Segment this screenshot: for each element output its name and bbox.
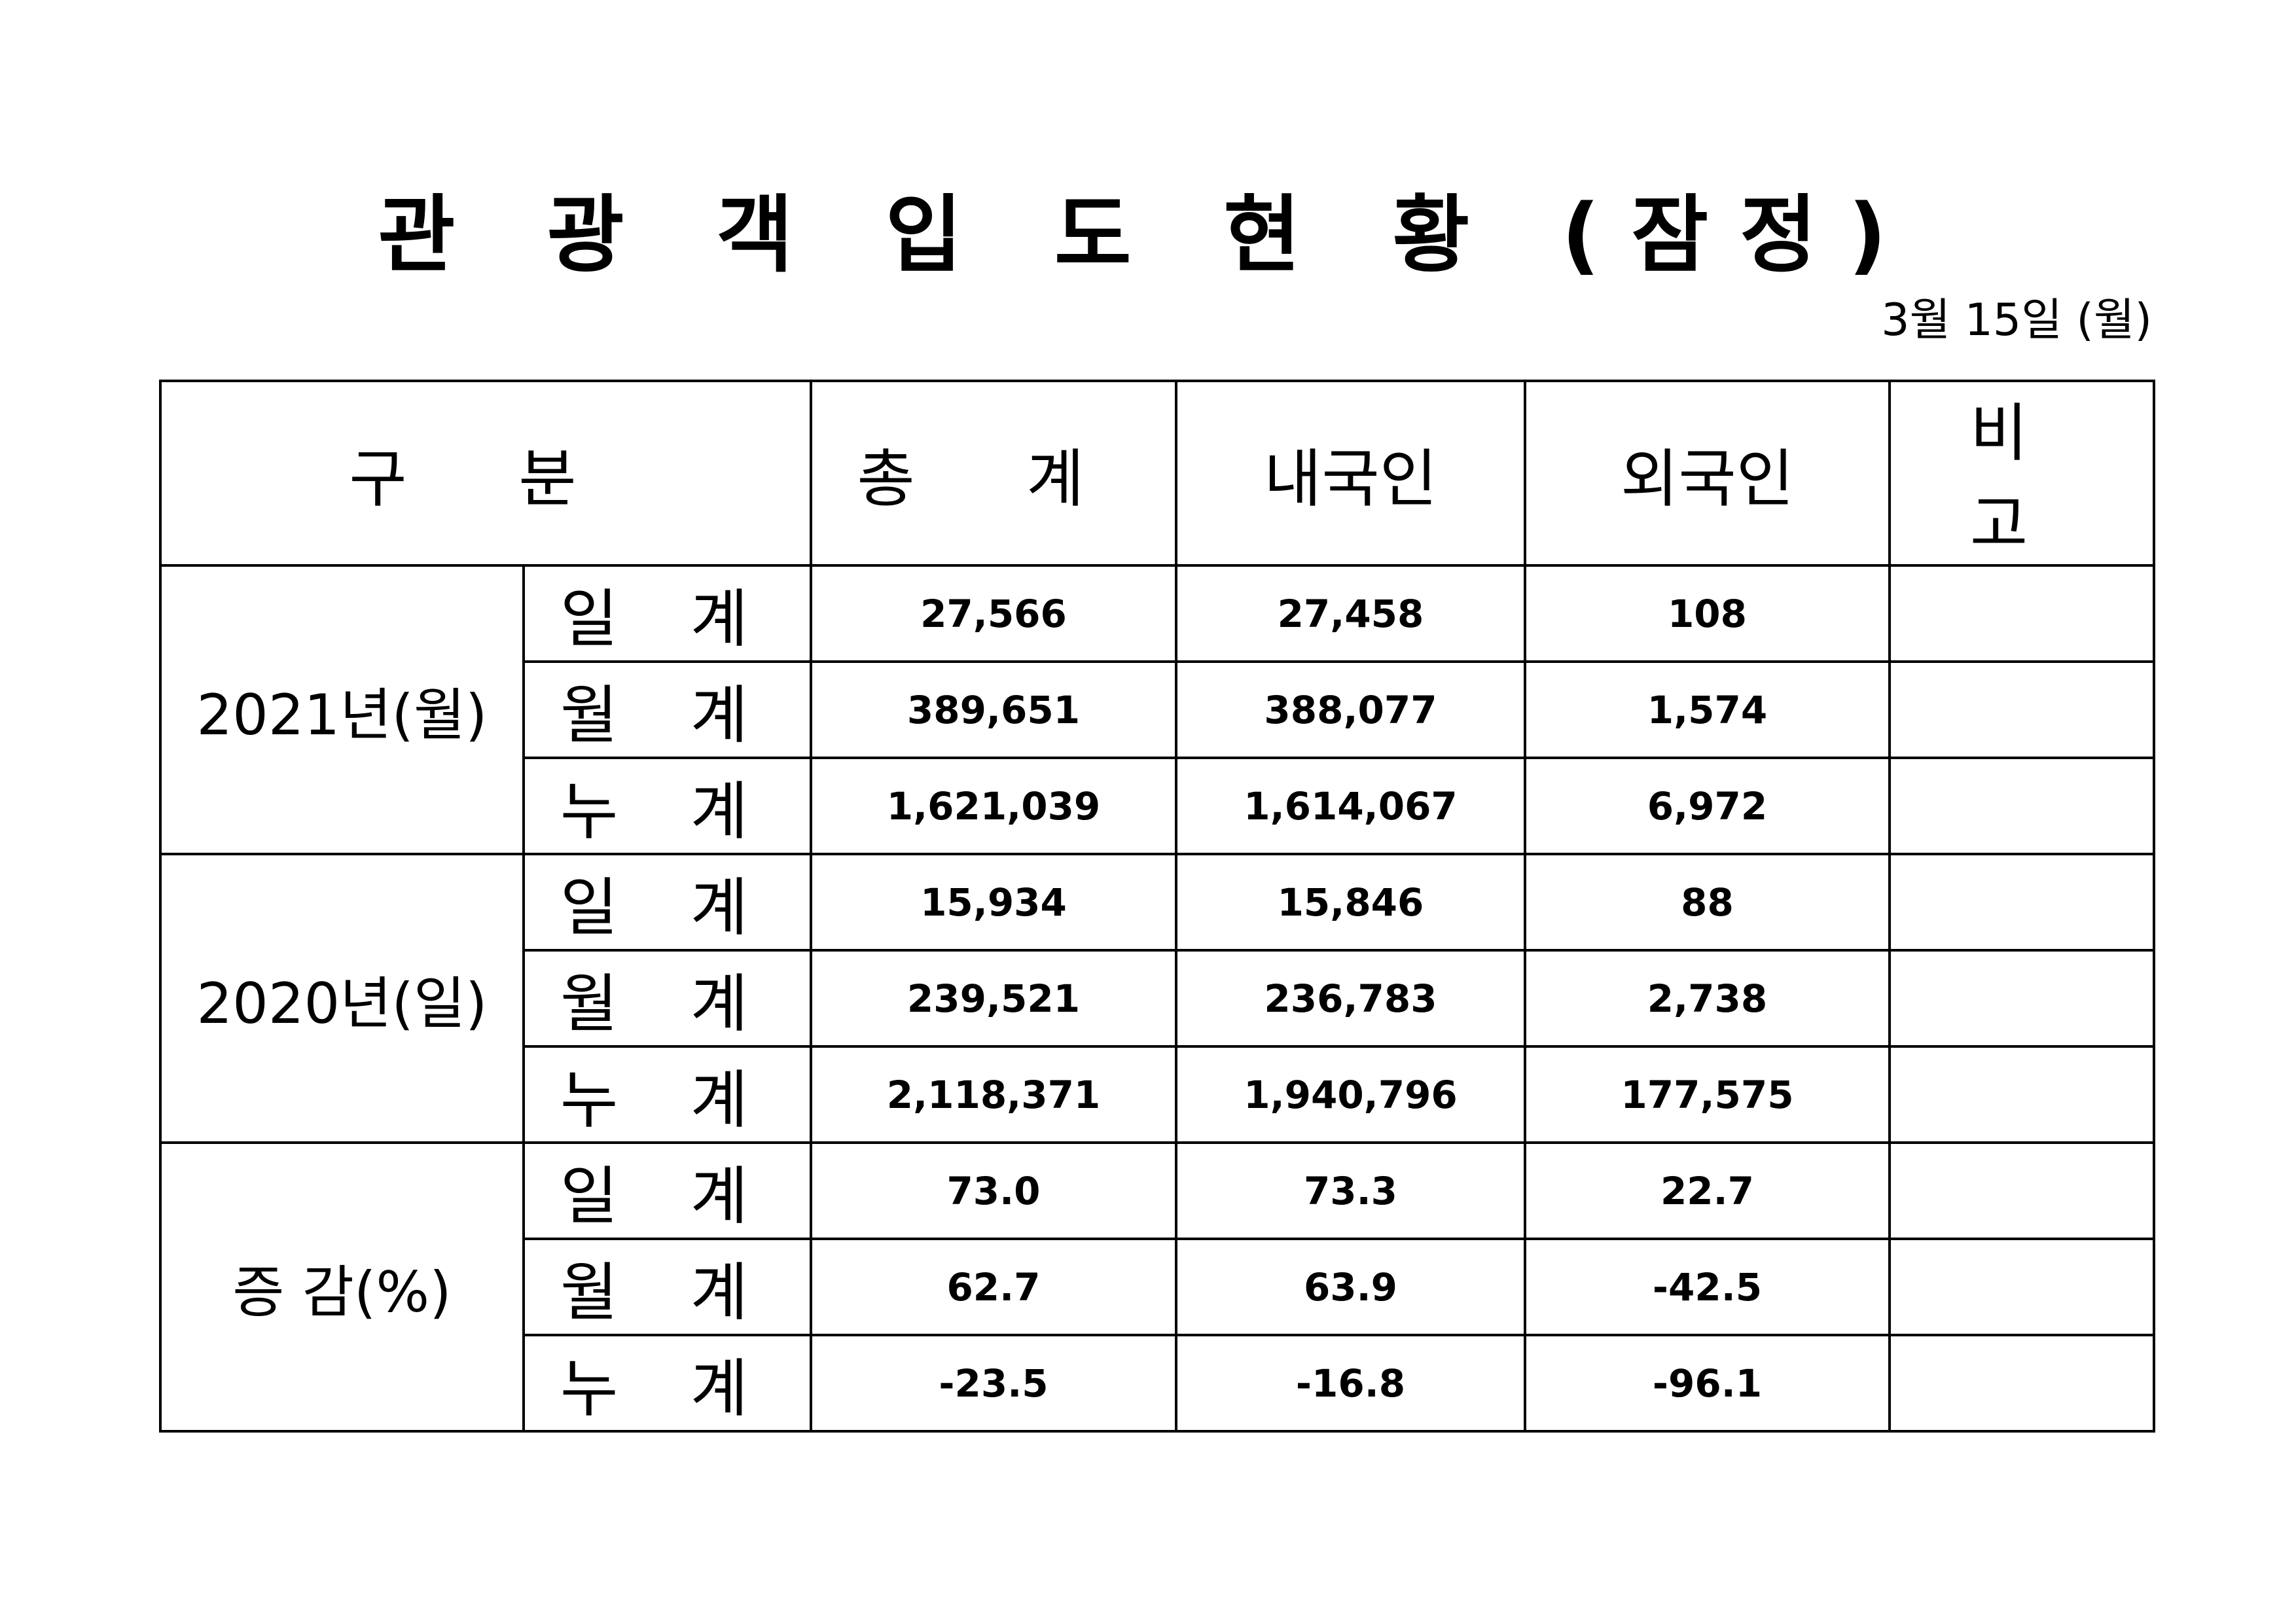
- sub-label: 누 계: [522, 1334, 812, 1433]
- foreign-cell: 177,575: [1524, 1045, 1891, 1144]
- sub-label: 월 계: [522, 1238, 812, 1336]
- total-cell: 389,651: [810, 660, 1177, 759]
- note-cell: [1888, 1141, 2155, 1240]
- table-row: 누 계 -23.5 -16.8 -96.1: [160, 1334, 2155, 1433]
- total-cell: 27,566: [810, 564, 1177, 663]
- table-row: 월 계 389,651 388,077 1,574: [160, 660, 2155, 759]
- foreign-cell: 1,574: [1524, 660, 1891, 759]
- sub-label: 월 계: [522, 660, 812, 759]
- header-note: 비 고: [1888, 380, 2155, 567]
- note-cell: [1888, 949, 2155, 1048]
- foreign-cell: 88: [1524, 853, 1891, 952]
- domestic-cell: 73.3: [1175, 1141, 1526, 1240]
- header-category: 구 분: [159, 380, 812, 567]
- header-foreign: 외국인: [1524, 380, 1891, 567]
- domestic-cell: 1,614,067: [1175, 757, 1526, 855]
- total-cell: 73.0: [810, 1141, 1177, 1240]
- foreign-cell: 108: [1524, 564, 1891, 663]
- table-row: 누 계 2,118,371 1,940,796 177,575: [160, 1045, 2155, 1144]
- domestic-cell: 388,077: [1175, 660, 1526, 759]
- domestic-cell: 1,940,796: [1175, 1045, 1526, 1144]
- table-row: 월 계 239,521 236,783 2,738: [160, 949, 2155, 1048]
- total-cell: 1,621,039: [810, 757, 1177, 855]
- domestic-cell: 236,783: [1175, 949, 1526, 1048]
- sub-label: 일 계: [522, 1141, 812, 1240]
- note-cell: [1888, 757, 2155, 855]
- sub-label: 누 계: [522, 757, 812, 855]
- foreign-cell: -96.1: [1524, 1334, 1891, 1433]
- table-row: 월 계 62.7 63.9 -42.5: [160, 1238, 2155, 1336]
- total-cell: 2,118,371: [810, 1045, 1177, 1144]
- domestic-cell: 15,846: [1175, 853, 1526, 952]
- group-label: 2020년(일): [159, 853, 525, 1144]
- total-cell: 239,521: [810, 949, 1177, 1048]
- total-cell: 62.7: [810, 1238, 1177, 1336]
- header-row: 구 분 총 계 내국인 외국인 비 고: [159, 380, 2155, 567]
- foreign-cell: 2,738: [1524, 949, 1891, 1048]
- table-row: 증 감(%) 일 계 73.0 73.3 22.7: [159, 1141, 2155, 1433]
- sub-label: 일 계: [522, 564, 812, 663]
- page-title: 관 광 객 입 도 현 황 (잠정): [378, 187, 1918, 284]
- header-domestic: 내국인: [1175, 380, 1526, 567]
- note-cell: [1888, 1045, 2155, 1144]
- report-date: 3월 15일 (월): [1881, 294, 2152, 346]
- group-label: 증 감(%): [159, 1141, 525, 1433]
- note-cell: [1888, 1238, 2155, 1336]
- domestic-cell: -16.8: [1175, 1334, 1526, 1433]
- domestic-cell: 63.9: [1175, 1238, 1526, 1336]
- foreign-cell: -42.5: [1524, 1238, 1891, 1336]
- table-row: 2021년(월) 일 계 27,566 27,458 108: [159, 564, 2155, 855]
- note-cell: [1888, 564, 2155, 663]
- note-cell: [1888, 853, 2155, 952]
- table-row: 2020년(일) 일 계 15,934 15,846 88: [159, 853, 2155, 1144]
- sub-label: 월 계: [522, 949, 812, 1048]
- sub-label: 누 계: [522, 1045, 812, 1144]
- total-cell: 15,934: [810, 853, 1177, 952]
- header-total: 총 계: [810, 380, 1177, 567]
- tourist-arrivals-table: 구 분 총 계 내국인 외국인 비 고 2021년(월) 일 계 27,566 27,…: [159, 380, 2155, 1433]
- note-cell: [1888, 1334, 2155, 1433]
- group-label: 2021년(월): [159, 564, 525, 855]
- foreign-cell: 22.7: [1524, 1141, 1891, 1240]
- sub-label: 일 계: [522, 853, 812, 952]
- total-cell: -23.5: [810, 1334, 1177, 1433]
- foreign-cell: 6,972: [1524, 757, 1891, 855]
- table-row: 누 계 1,621,039 1,614,067 6,972: [160, 757, 2155, 855]
- domestic-cell: 27,458: [1175, 564, 1526, 663]
- note-cell: [1888, 660, 2155, 759]
